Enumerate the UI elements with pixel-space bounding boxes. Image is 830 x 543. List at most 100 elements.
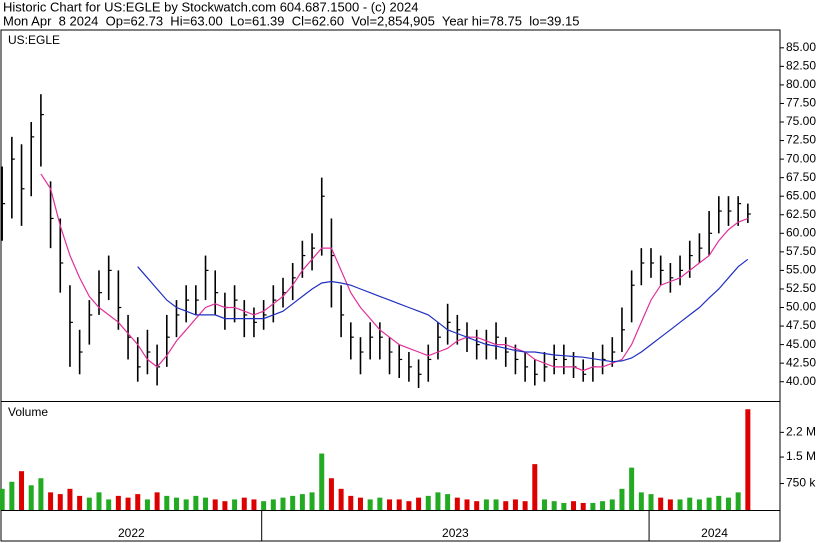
y-tick-label: 82.50 [786, 59, 816, 73]
y-tick-label: 65.00 [786, 188, 816, 202]
y-tick-label: 750 k [786, 476, 816, 490]
volume-bar [86, 497, 92, 510]
volume-bar [619, 488, 625, 510]
y-tick-label: 47.50 [786, 318, 816, 332]
volume-bar [696, 499, 702, 510]
volume-bar [106, 499, 112, 510]
volume-bar [357, 497, 363, 510]
volume-bar [96, 492, 102, 510]
chart-title: Historic Chart for US:EGLE by Stockwatch… [3, 0, 418, 14]
volume-bar [600, 501, 606, 510]
volume-bar [435, 492, 441, 510]
volume-bar [0, 488, 5, 510]
volume-bar [164, 495, 170, 510]
volume-bar [57, 494, 63, 510]
y-tick-label: 85.00 [786, 40, 816, 54]
volume-bar [464, 499, 470, 510]
volume-bar [183, 499, 189, 510]
volume-bar [222, 501, 228, 510]
volume-bar [425, 495, 431, 510]
symbol-label: US:EGLE [8, 33, 60, 47]
volume-bar [48, 492, 54, 510]
volume-bar [716, 495, 722, 510]
volume-bar [251, 499, 257, 510]
volume-bar [561, 502, 567, 510]
volume-bar [115, 495, 121, 510]
volume-bar [338, 488, 344, 510]
volume-bar [261, 501, 267, 510]
volume-bar [299, 494, 305, 510]
volume-bar [377, 497, 383, 510]
volume-bar [687, 497, 693, 510]
y-tick-label: 50.00 [786, 300, 816, 314]
volume-bar [9, 481, 15, 510]
y-tick-label: 1.5 M [786, 449, 816, 463]
volume-bar [629, 467, 635, 510]
volume-bar [677, 499, 683, 510]
y-tick-label: 62.50 [786, 207, 816, 221]
volume-bar [125, 497, 131, 510]
volume-bar [241, 497, 247, 510]
y-tick-label: 72.50 [786, 133, 816, 147]
volume-bar [454, 497, 460, 510]
volume-bar [745, 409, 751, 510]
volume-bar [19, 471, 25, 510]
volume-bar [483, 499, 489, 510]
volume-bar [667, 499, 673, 510]
y-tick-label: 67.50 [786, 170, 816, 184]
y-tick-label: 70.00 [786, 151, 816, 165]
volume-bar [387, 499, 393, 510]
volume-bar [309, 492, 315, 510]
volume-bar [270, 499, 276, 510]
moving-average [40, 173, 749, 372]
x-tick-label: 2022 [118, 526, 145, 540]
y-tick-label: 40.00 [786, 374, 816, 388]
volume-bar [193, 495, 199, 510]
volume-bar [493, 499, 499, 510]
y-tick-label: 45.00 [786, 337, 816, 351]
y-tick-label: 2.2 M [786, 425, 816, 439]
volume-bar [512, 499, 518, 510]
volume-bar [280, 497, 286, 510]
chart-subtitle: Mon Apr 8 2024 Op=62.73 Hi=63.00 Lo=61.3… [3, 13, 579, 28]
volume-label: Volume [8, 405, 48, 419]
frame [0, 29, 781, 542]
volume-bar [212, 499, 218, 510]
volume-bar [522, 501, 528, 510]
y-tick-label: 75.00 [786, 114, 816, 128]
volume-bar [445, 494, 451, 510]
moving-average [137, 258, 749, 363]
x-tick-label: 2024 [701, 526, 728, 540]
volume-bar [290, 495, 296, 510]
y-tick-label: 42.50 [786, 355, 816, 369]
y-tick-label: 57.50 [786, 244, 816, 258]
volume-bar [396, 499, 402, 510]
y-tick-label: 80.00 [786, 77, 816, 91]
volume-bar [638, 492, 644, 510]
volume-bar [367, 499, 373, 510]
volume-bar [319, 453, 325, 510]
volume-bar [203, 497, 209, 510]
volume-bar [725, 497, 731, 510]
y-tick-label: 52.50 [786, 281, 816, 295]
volume-bar [173, 497, 179, 510]
x-tick-label: 2023 [442, 526, 469, 540]
volume-bar [154, 492, 160, 510]
volume-bar [590, 502, 596, 510]
volume-bar [532, 464, 538, 510]
volume-bar [348, 495, 354, 510]
volume-bar [38, 478, 44, 510]
volume-bar [328, 478, 334, 510]
y-tick-label: 77.50 [786, 96, 816, 110]
volume-bar [658, 497, 664, 510]
volume-bar [406, 501, 412, 510]
volume-bar [28, 485, 34, 510]
volume-bar [571, 501, 577, 510]
volume-bar [735, 492, 741, 510]
volume-bar [609, 499, 615, 510]
volume-bar [416, 497, 422, 510]
volume-bar [67, 488, 73, 510]
volume-bar [232, 499, 238, 510]
